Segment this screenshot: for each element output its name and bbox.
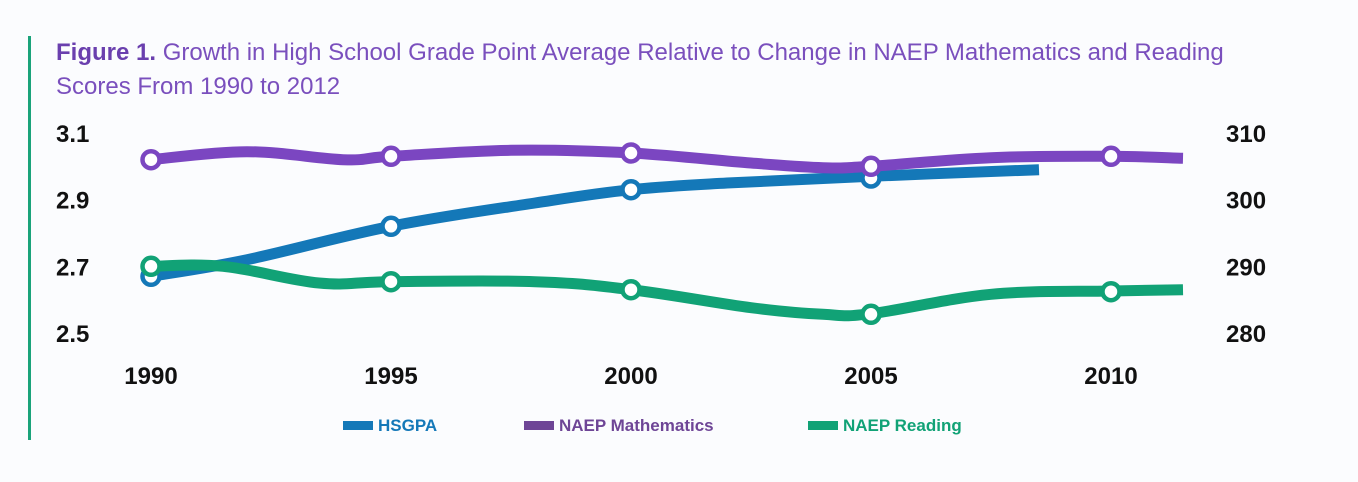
legend-label-naep-reading: NAEP Reading — [843, 416, 962, 435]
x-tick-label: 1995 — [364, 363, 417, 390]
data-point-naep-mathematics — [1100, 145, 1122, 168]
series-line-naep-mathematics — [150, 144, 1184, 174]
y-right-tick-label: 280 — [1226, 321, 1266, 348]
y-left-tick-label: 2.5 — [56, 321, 89, 348]
x-tick-label: 2000 — [604, 363, 657, 390]
figure-title-text: Growth in High School Grade Point Averag… — [56, 39, 1224, 100]
y-right-tick-label: 310 — [1226, 121, 1266, 148]
data-point-hsgpa — [620, 178, 642, 201]
y-right-tick-label: 300 — [1226, 188, 1266, 215]
x-tick-label: 1990 — [124, 363, 177, 390]
figure-label: Figure 1. — [56, 39, 157, 66]
legend-swatch-hsgpa — [343, 421, 373, 430]
x-tick-label: 2005 — [844, 363, 897, 390]
legend-label-naep-mathematics: NAEP Mathematics — [559, 416, 714, 435]
y-left-tick-label: 3.1 — [56, 121, 89, 148]
legend-label-hsgpa: HSGPA — [378, 416, 437, 435]
x-tick-label: 2010 — [1084, 363, 1137, 390]
data-point-hsgpa — [380, 215, 402, 238]
legend-swatch-naep-mathematics — [524, 421, 554, 430]
data-point-naep-mathematics — [620, 142, 642, 164]
y-right-tick-label: 290 — [1226, 254, 1266, 281]
y-left-tick-label: 2.9 — [56, 188, 89, 215]
legend-swatch-naep-reading — [808, 421, 838, 430]
data-point-naep-mathematics — [860, 155, 882, 178]
figure-title: Figure 1. Growth in High School Grade Po… — [56, 36, 1296, 104]
data-point-naep-reading — [140, 255, 162, 278]
series-line-naep-reading — [150, 259, 1184, 322]
data-point-naep-reading — [860, 303, 882, 326]
y-left-tick-label: 2.7 — [56, 254, 89, 281]
data-point-naep-reading — [620, 278, 642, 301]
data-point-naep-mathematics — [380, 145, 402, 168]
data-point-naep-reading — [380, 270, 402, 293]
data-point-naep-mathematics — [140, 148, 162, 171]
accent-bar — [28, 36, 31, 440]
series-line-hsgpa — [150, 164, 1040, 282]
data-point-naep-reading — [1100, 280, 1122, 303]
